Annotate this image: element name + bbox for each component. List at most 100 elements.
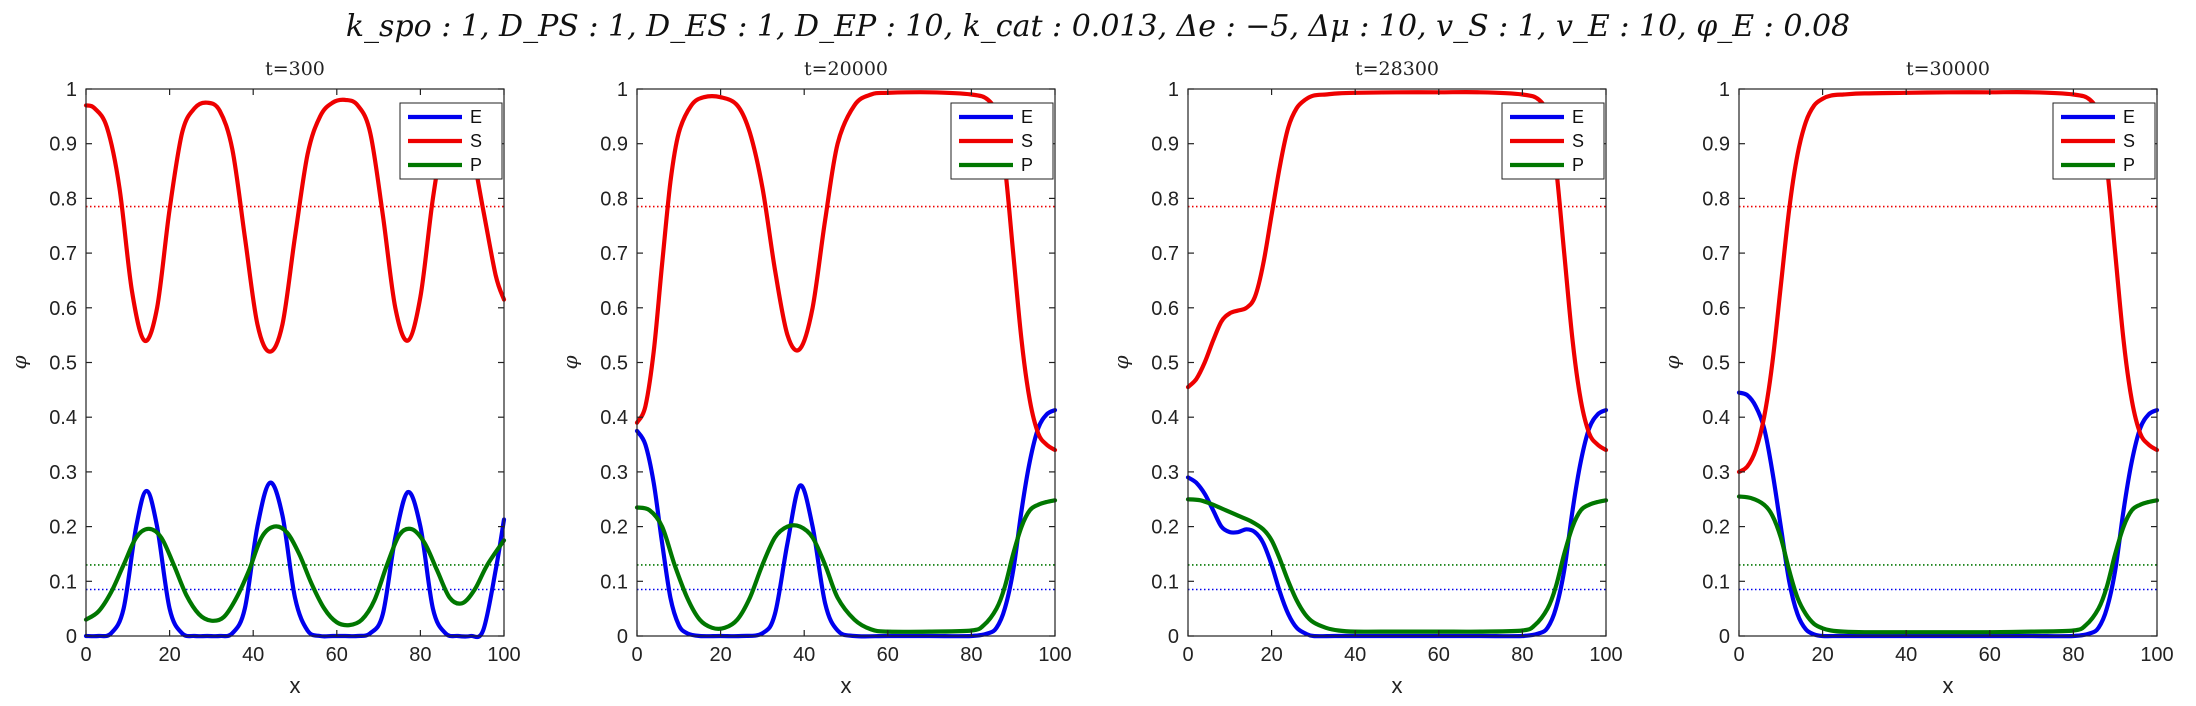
x-tick-label: 20 — [1260, 644, 1282, 666]
x-tick-label: 40 — [1895, 644, 1917, 666]
x-tick-label: 60 — [1979, 644, 2001, 666]
series-line-p — [634, 498, 1058, 634]
y-tick-label: 0.5 — [1702, 353, 1730, 375]
panels: t=3000 20 40 60 80 10000.10.20.30.40.50.60.70… — [7, 58, 2174, 698]
y-tick-label: 0.5 — [49, 353, 77, 375]
legend: ESP — [399, 102, 503, 180]
y-axis-label: φ — [558, 355, 582, 369]
y-tick-label: 0.6 — [49, 298, 77, 320]
legend-label-e: E — [2123, 107, 2135, 127]
y-tick-label: 0.2 — [1151, 517, 1179, 539]
x-tick-label: 20 — [1811, 644, 1833, 666]
y-tick-label: 0.1 — [49, 571, 77, 593]
x-axis-label: x — [290, 673, 301, 698]
y-tick-label: 0.8 — [600, 188, 628, 210]
x-tick-label: 60 — [877, 644, 899, 666]
panel-4: t=30000 0 20 40 60 80 100 0 0.1 0.2 0.3 0.4 0.5 0.6 0.… — [1660, 58, 2174, 698]
x-tick-label: 60 — [326, 644, 348, 666]
legend-label-e: E — [1572, 107, 1584, 127]
panel-title: t=28300 — [1355, 58, 1439, 80]
panel-1: t=300 0 20 40 60 80 100 0 0.1 0.2 0.3 0.4 0.5 0.6 0.7 0… — [7, 58, 521, 698]
legend-label-s: S — [1021, 131, 1033, 151]
panel-title: t=300 — [265, 58, 325, 80]
x-axis-label: x — [1392, 673, 1403, 698]
x-tick-label: 40 — [1344, 644, 1366, 666]
x-tick-label: 100 — [2140, 644, 2173, 666]
panel-title: t=30000 — [1906, 58, 1990, 80]
panel-title: t=20000 — [804, 58, 888, 80]
legend: ESP — [950, 102, 1054, 180]
y-tick-label: 0.1 — [1151, 571, 1179, 593]
y-tick-label: 0.4 — [600, 407, 628, 429]
y-tick-label: 0.5 — [1151, 353, 1179, 375]
y-tick-label: 1 — [1168, 79, 1179, 101]
y-tick-label: 0.6 — [1151, 298, 1179, 320]
figure-suptitle: k_spo : 1, D_PS : 1, D_ES : 1, D_EP : 10… — [346, 9, 1850, 44]
y-tick-label: 0 — [66, 626, 77, 648]
x-tick-label: 20 — [158, 644, 180, 666]
y-tick-label: 0.1 — [600, 571, 628, 593]
x-axis-label: x — [841, 673, 852, 698]
y-tick-label: 0.6 — [1702, 298, 1730, 320]
series-line-s — [1185, 90, 1609, 453]
y-tick-label: 0.3 — [49, 462, 77, 484]
y-tick-label: 0.8 — [1702, 188, 1730, 210]
series-line-e — [1736, 390, 2160, 639]
y-axis-label: φ — [1109, 355, 1133, 369]
y-tick-label: 0.9 — [49, 134, 77, 156]
x-tick-label: 100 — [1038, 644, 1071, 666]
series-line-s — [1736, 90, 2160, 474]
x-tick-label: 0 — [80, 644, 91, 666]
x-tick-label: 40 — [793, 644, 815, 666]
legend-label-s: S — [470, 131, 482, 151]
x-tick-label: 80 — [409, 644, 431, 666]
y-tick-label: 0.3 — [1702, 462, 1730, 484]
x-tick-label: 80 — [1511, 644, 1533, 666]
y-tick-label: 0.9 — [600, 134, 628, 156]
series-line-e — [634, 408, 1058, 639]
x-tick-label: 0 — [1182, 644, 1193, 666]
legend-label-e: E — [470, 107, 482, 127]
panel-2: t=20000 0 20 40 60 80 100 0 0.1 0.2 0.3 0.4 0.5 0.6 0.… — [558, 58, 1072, 698]
x-tick-label: 80 — [2062, 644, 2084, 666]
y-tick-label: 0.4 — [49, 407, 77, 429]
y-tick-label: 0.7 — [600, 243, 628, 265]
y-tick-label: 0.7 — [1151, 243, 1179, 265]
y-tick-label: 1 — [66, 79, 77, 101]
legend: ESP — [2052, 102, 2156, 180]
x-tick-label: 100 — [487, 644, 520, 666]
legend-label-e: E — [1021, 107, 1033, 127]
y-tick-label: 0.4 — [1702, 407, 1730, 429]
y-tick-label: 0.9 — [1702, 134, 1730, 156]
x-tick-label: 40 — [242, 644, 264, 666]
legend: ESP — [1501, 102, 1605, 180]
series-line-p — [83, 524, 507, 628]
legend-label-s: S — [2123, 131, 2135, 151]
y-tick-label: 0.8 — [1151, 188, 1179, 210]
series-line-s — [634, 90, 1058, 453]
y-tick-label: 0 — [1719, 626, 1730, 648]
y-tick-label: 0.2 — [49, 517, 77, 539]
y-tick-label: 0.6 — [600, 298, 628, 320]
series-line-s — [83, 97, 507, 354]
series-line-p — [1185, 497, 1609, 634]
y-tick-label: 0.8 — [49, 188, 77, 210]
series-line-e — [83, 480, 507, 640]
y-tick-label: 0.5 — [600, 353, 628, 375]
y-tick-label: 0.3 — [600, 462, 628, 484]
y-tick-label: 0.2 — [600, 517, 628, 539]
legend-label-p: P — [470, 155, 482, 175]
legend-label-s: S — [1572, 131, 1584, 151]
y-tick-label: 0.9 — [1151, 134, 1179, 156]
legend-label-p: P — [1572, 155, 1584, 175]
legend-label-p: P — [1021, 155, 1033, 175]
y-tick-label: 0.3 — [1151, 462, 1179, 484]
panel-3: t=28300 0 20 40 60 80 100 0 0.1 0.2 0.3 0.4 0.5 0.6 0.… — [1109, 58, 1623, 698]
y-tick-label: 1 — [617, 79, 628, 101]
legend-label-p: P — [2123, 155, 2135, 175]
x-tick-label: 0 — [631, 644, 642, 666]
y-tick-label: 0.2 — [1702, 517, 1730, 539]
y-tick-label: 0 — [1168, 626, 1179, 648]
y-tick-label: 0.1 — [1702, 571, 1730, 593]
y-tick-label: 0.4 — [1151, 407, 1179, 429]
